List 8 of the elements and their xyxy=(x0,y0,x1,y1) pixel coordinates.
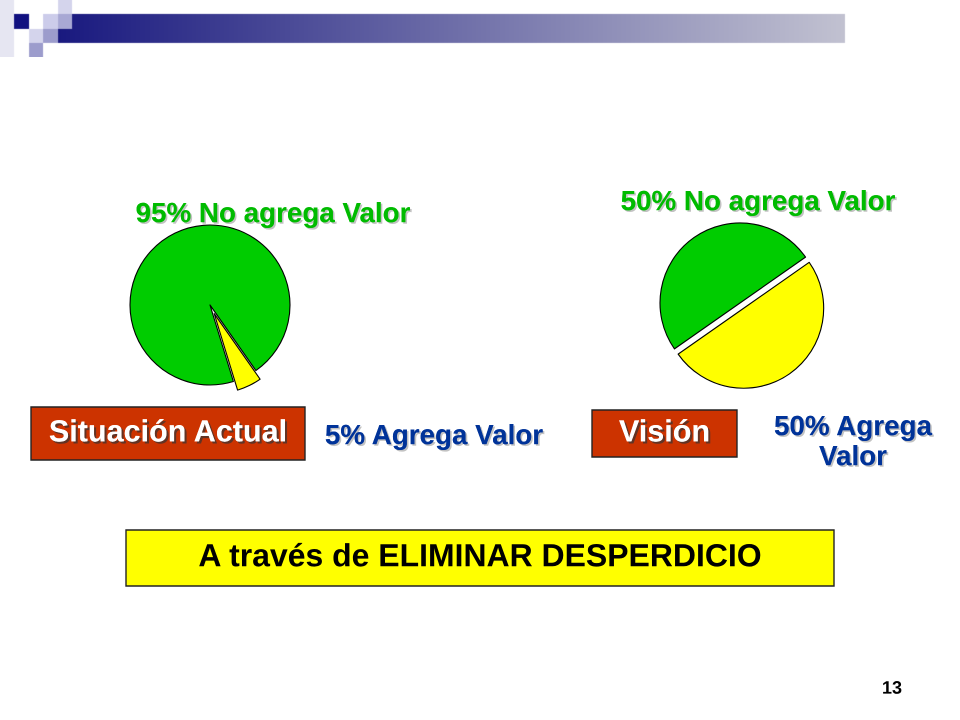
text: 13 xyxy=(883,681,902,694)
slice-label: 95% No agrega Valor xyxy=(136,202,412,230)
text: A través de ELIMINAR DESPERDICIO xyxy=(199,542,760,567)
slice-label: 50% Agrega Valor xyxy=(774,416,934,468)
text: Visión xyxy=(619,418,710,444)
slice-label: 5% Agrega Valor xyxy=(326,424,544,452)
text: Situación Actual xyxy=(50,418,288,444)
slice-label: 50% No agrega Valor xyxy=(621,190,897,218)
